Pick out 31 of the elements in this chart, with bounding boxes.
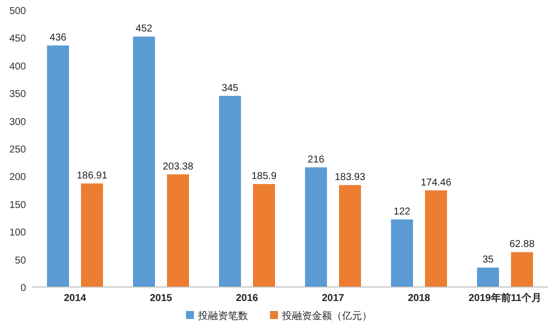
x-tick: 2018: [408, 293, 430, 304]
legend-label: 投融资笔数: [198, 311, 248, 322]
data-label: 436: [50, 32, 66, 44]
y-tick: 400: [9, 61, 26, 72]
legend-label: 投融资金额（亿元）: [282, 311, 372, 322]
y-tick: 450: [9, 34, 26, 45]
y-tick: 100: [9, 228, 26, 239]
y-tick: 0: [20, 283, 26, 294]
y-tick: 500: [9, 6, 26, 17]
data-label: 345: [222, 82, 238, 94]
data-label: 216: [308, 154, 324, 166]
data-label: 122: [394, 206, 410, 218]
data-label: 174.46: [420, 177, 452, 188]
y-tick: 250: [9, 144, 26, 156]
x-tick: 2016: [236, 293, 258, 304]
y-tick: 50: [14, 255, 26, 266]
x-tick: 2014: [64, 293, 86, 304]
data-label: 183.93: [334, 172, 366, 184]
x-tick: 2015: [150, 293, 172, 304]
y-tick: 300: [9, 116, 26, 128]
y-tick: 150: [9, 200, 26, 211]
y-tick: 350: [9, 89, 26, 100]
data-label: 186.91: [76, 170, 108, 182]
x-tick: 2017: [322, 293, 344, 304]
data-label: 62.88: [509, 239, 535, 250]
data-label: 203.38: [162, 161, 194, 172]
x-tick: 2019年前11个月: [468, 293, 542, 304]
y-tick: 200: [9, 172, 26, 184]
data-label: 35: [482, 254, 494, 266]
data-label: 452: [136, 24, 152, 35]
data-label: 185.9: [251, 171, 277, 182]
